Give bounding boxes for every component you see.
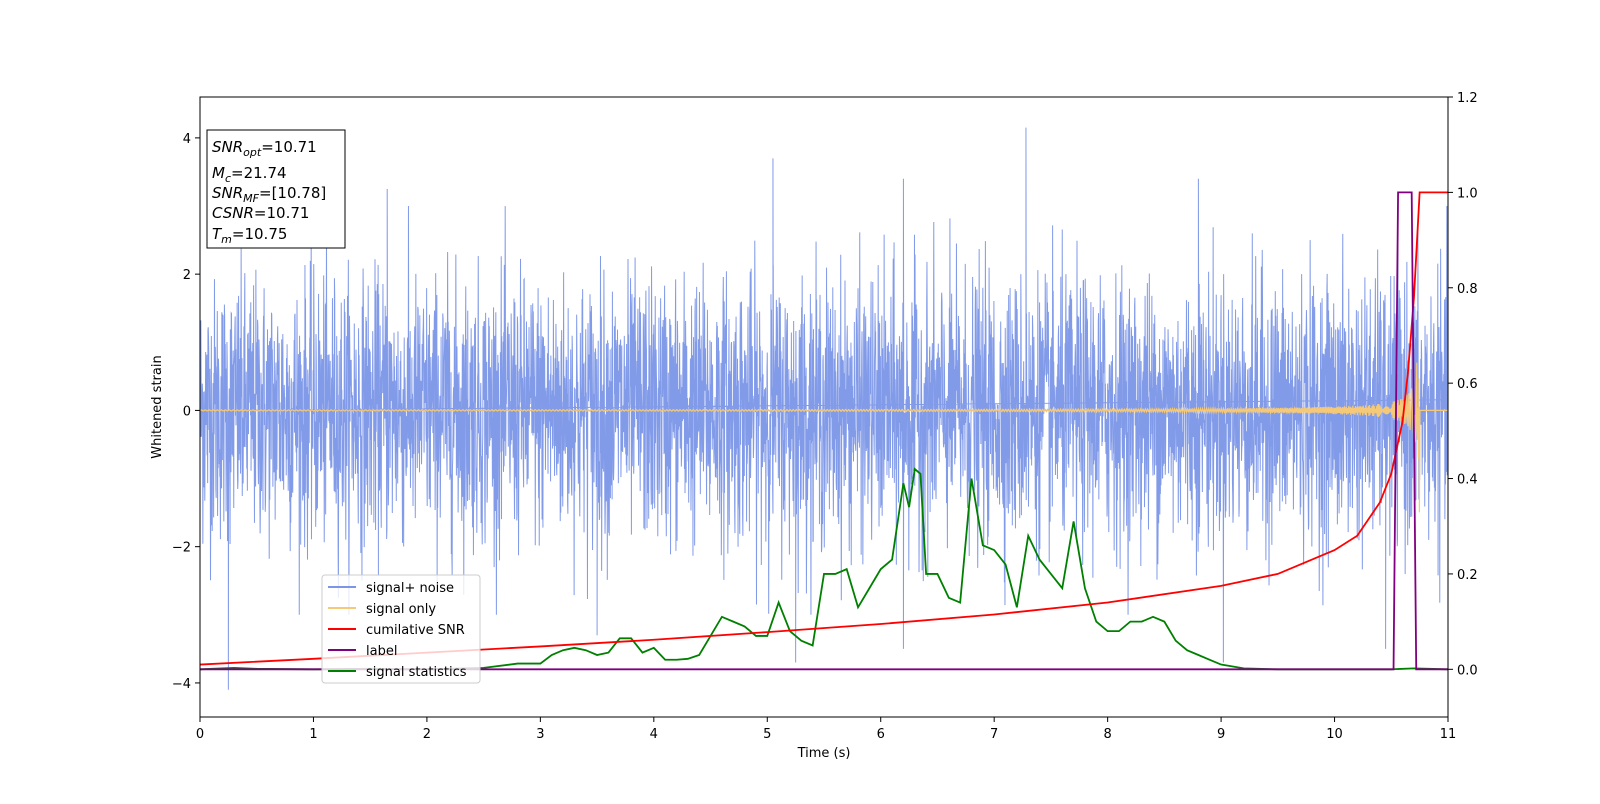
legend: signal+ noise signal only cumilative SNR… [321, 574, 481, 684]
y-left-tick-label: −4 [172, 677, 191, 692]
y-left-tick-label: 0 [183, 404, 191, 419]
series-signal-noise [200, 127, 1448, 690]
info-snr-mf: SNRMF=[10.78] [212, 184, 326, 205]
y-right-tick-label: 1.0 [1457, 186, 1478, 201]
series-signal-only [200, 362, 1448, 513]
x-tick-label: 8 [1103, 727, 1111, 742]
axes: 0 1 2 3 4 5 6 7 8 9 10 11 −4 −2 0 2 4 0.0 0.2 0.4 0.6 0.8 1.0 1… [172, 91, 1478, 742]
legend-label-signal-noise: signal+ noise [366, 581, 454, 596]
y-right-tick-label: 0.6 [1457, 377, 1478, 392]
plot-area [200, 127, 1448, 690]
x-tick-label: 11 [1440, 727, 1457, 742]
series-signal-statistics [200, 467, 1448, 671]
x-tick-label: 0 [196, 727, 204, 742]
y-right-tick-label: 0.2 [1457, 568, 1478, 583]
legend-label-signal-only: signal only [366, 602, 436, 617]
y-left-tick-label: 4 [183, 132, 191, 147]
x-tick-label: 3 [536, 727, 544, 742]
x-tick-label: 7 [990, 727, 998, 742]
y-left-tick-label: 2 [183, 268, 191, 283]
y-left-tick-label: −2 [172, 541, 191, 556]
x-tick-label: 9 [1217, 727, 1225, 742]
x-tick-label: 10 [1326, 727, 1343, 742]
series-cumulative-snr [200, 191, 1448, 666]
legend-label-signal-statistics: signal statistics [366, 665, 467, 680]
x-tick-label: 4 [650, 727, 658, 742]
plot-frame [199, 96, 1449, 718]
info-mc: Mc=21.74 [212, 164, 287, 185]
y-axis-label: Whitened strain [150, 355, 165, 458]
x-tick-label: 2 [423, 727, 431, 742]
info-box: SNRopt=10.71 Mc=21.74 SNRMF=[10.78] CSNR… [206, 129, 346, 249]
y-right-tick-label: 0.4 [1457, 473, 1478, 488]
legend-label-label: label [366, 644, 397, 659]
info-csnr: CSNR=10.71 [212, 204, 309, 222]
info-snr-opt: SNRopt=10.71 [212, 138, 317, 159]
legend-label-cumulative-snr: cumilative SNR [366, 623, 465, 638]
info-tm: Tm=10.75 [212, 225, 287, 246]
x-tick-label: 6 [877, 727, 885, 742]
y-right-tick-label: 0.0 [1457, 663, 1478, 678]
y-right-tick-label: 1.2 [1457, 91, 1478, 106]
x-tick-label: 1 [309, 727, 317, 742]
x-axis-label: Time (s) [797, 746, 851, 761]
x-tick-label: 5 [763, 727, 771, 742]
series-label [200, 191, 1448, 671]
y-right-tick-label: 0.8 [1457, 282, 1478, 297]
